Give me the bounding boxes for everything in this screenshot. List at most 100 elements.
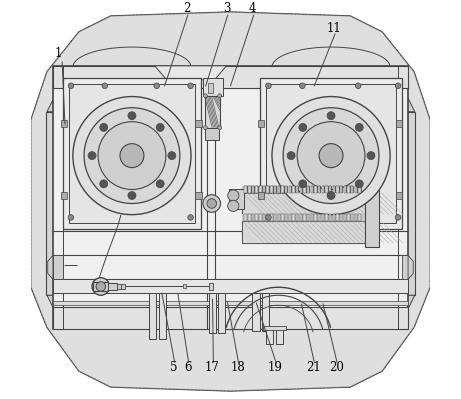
Bar: [258, 192, 265, 199]
Bar: [351, 214, 353, 221]
Circle shape: [92, 278, 110, 295]
Polygon shape: [408, 255, 413, 279]
Bar: [252, 214, 254, 221]
Circle shape: [272, 97, 390, 215]
Bar: [263, 214, 265, 221]
Circle shape: [98, 122, 166, 190]
Bar: [358, 214, 361, 221]
Bar: [343, 214, 346, 221]
Bar: [208, 293, 216, 333]
Bar: [242, 186, 366, 193]
Bar: [195, 120, 202, 127]
Bar: [53, 301, 408, 305]
Circle shape: [297, 122, 365, 190]
Bar: [355, 214, 357, 221]
Circle shape: [84, 108, 180, 203]
Polygon shape: [399, 80, 415, 112]
Bar: [242, 193, 366, 214]
Bar: [63, 78, 201, 229]
Bar: [307, 214, 309, 221]
Bar: [281, 214, 284, 221]
Bar: [322, 186, 324, 193]
Circle shape: [395, 215, 401, 220]
Circle shape: [228, 190, 239, 201]
Bar: [274, 186, 276, 193]
Bar: [244, 214, 247, 221]
Bar: [307, 186, 309, 193]
Bar: [332, 214, 335, 221]
Circle shape: [188, 83, 194, 89]
Circle shape: [88, 152, 96, 160]
Circle shape: [156, 123, 164, 131]
Text: 21: 21: [306, 361, 321, 373]
Polygon shape: [31, 12, 430, 391]
Bar: [248, 186, 250, 193]
Bar: [242, 221, 366, 243]
Circle shape: [266, 215, 271, 220]
Bar: [53, 66, 408, 329]
Bar: [263, 326, 285, 330]
Bar: [149, 293, 156, 339]
Circle shape: [367, 152, 375, 160]
Circle shape: [203, 94, 207, 98]
Bar: [347, 214, 349, 221]
Bar: [242, 214, 366, 221]
Circle shape: [73, 97, 191, 215]
Bar: [93, 282, 108, 291]
Bar: [255, 186, 258, 193]
Bar: [329, 186, 331, 193]
Text: 17: 17: [205, 361, 220, 373]
Bar: [266, 214, 269, 221]
Bar: [336, 186, 339, 193]
Text: 1: 1: [54, 47, 62, 60]
Bar: [255, 214, 258, 221]
Circle shape: [168, 152, 176, 160]
Bar: [325, 214, 328, 221]
Bar: [53, 66, 408, 88]
Bar: [205, 96, 220, 128]
Bar: [303, 214, 306, 221]
Circle shape: [299, 180, 307, 188]
Bar: [300, 186, 302, 193]
Bar: [281, 186, 284, 193]
Bar: [266, 84, 396, 223]
Circle shape: [120, 144, 144, 168]
Bar: [260, 78, 402, 229]
Bar: [270, 214, 272, 221]
Circle shape: [128, 192, 136, 200]
Bar: [262, 293, 269, 331]
Polygon shape: [47, 295, 63, 327]
Circle shape: [68, 215, 74, 220]
Bar: [289, 214, 291, 221]
Circle shape: [327, 112, 335, 120]
Bar: [332, 186, 335, 193]
Circle shape: [100, 123, 108, 131]
Bar: [311, 214, 313, 221]
Circle shape: [283, 108, 379, 203]
Text: 19: 19: [268, 361, 283, 373]
Bar: [108, 283, 117, 290]
Circle shape: [218, 94, 222, 98]
Bar: [396, 192, 402, 199]
Bar: [300, 214, 302, 221]
Bar: [60, 192, 67, 199]
Circle shape: [395, 83, 401, 89]
Bar: [296, 186, 298, 193]
Bar: [218, 293, 225, 333]
Bar: [159, 293, 166, 339]
Circle shape: [188, 215, 194, 220]
Bar: [258, 120, 265, 127]
Circle shape: [128, 112, 136, 120]
Bar: [208, 283, 213, 290]
Circle shape: [96, 282, 106, 291]
Bar: [244, 186, 247, 193]
Bar: [270, 186, 272, 193]
Text: 2: 2: [183, 2, 190, 15]
Circle shape: [266, 83, 271, 89]
Bar: [229, 189, 244, 209]
Text: 3: 3: [223, 2, 230, 15]
Bar: [53, 279, 408, 293]
Circle shape: [355, 123, 363, 131]
Bar: [117, 284, 121, 289]
Bar: [121, 284, 125, 289]
